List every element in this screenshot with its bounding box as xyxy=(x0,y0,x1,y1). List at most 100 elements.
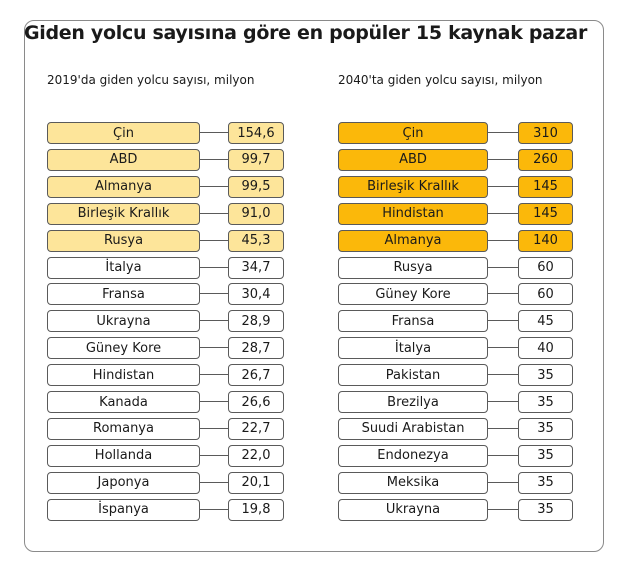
table-row: Almanya 140 xyxy=(338,229,573,252)
table-row: Japonya 20,1 xyxy=(47,471,284,494)
value-label: 28,7 xyxy=(228,337,284,360)
chart-title: Giden yolcu sayısına göre en popüler 15 … xyxy=(24,22,588,44)
country-label: Endonezya xyxy=(338,444,488,467)
country-label: Japonya xyxy=(47,471,200,494)
row-connector xyxy=(200,132,228,133)
row-connector xyxy=(488,293,518,295)
value-label: 20,1 xyxy=(228,471,284,494)
value-label: 22,7 xyxy=(228,417,284,440)
value-label: 260 xyxy=(518,148,573,171)
panel-2019-title: 2019'da giden yolcu sayısı, milyon xyxy=(47,73,255,87)
value-label: 28,9 xyxy=(228,310,284,333)
table-row: Ukrayna 35 xyxy=(338,498,573,521)
row-connector xyxy=(200,374,228,376)
country-label: Meksika xyxy=(338,471,488,494)
table-row: Birleşik Krallık 145 xyxy=(338,175,573,198)
value-label: 40 xyxy=(518,337,573,360)
value-label: 91,0 xyxy=(228,202,284,225)
country-label: Suudi Arabistan xyxy=(338,417,488,440)
table-row: İtalya 40 xyxy=(338,337,573,360)
value-label: 35 xyxy=(518,364,573,387)
country-label: Güney Kore xyxy=(47,337,200,360)
row-connector xyxy=(488,374,518,376)
table-row: Rusya 60 xyxy=(338,256,573,279)
row-connector xyxy=(488,212,518,214)
country-label: Fransa xyxy=(47,283,200,306)
row-connector xyxy=(488,454,518,456)
table-row: Brezilya 35 xyxy=(338,391,573,413)
value-label: 60 xyxy=(518,283,573,306)
country-label: Hollanda xyxy=(47,444,200,467)
country-label: İspanya xyxy=(47,498,200,521)
table-row: Güney Kore 28,7 xyxy=(47,337,284,360)
value-label: 34,7 xyxy=(228,256,284,279)
value-label: 26,7 xyxy=(228,364,284,387)
row-connector xyxy=(488,427,518,429)
row-connector xyxy=(200,239,228,241)
table-row: ABD 99,7 xyxy=(47,148,284,171)
row-connector xyxy=(200,427,228,429)
table-row: Endonezya 35 xyxy=(338,444,573,467)
country-label: Hindistan xyxy=(338,202,488,225)
row-connector xyxy=(200,347,228,349)
country-label: ABD xyxy=(47,148,200,171)
panel-2040-title: 2040'ta giden yolcu sayısı, milyon xyxy=(338,73,543,87)
row-connector xyxy=(200,320,228,322)
row-connector xyxy=(200,454,228,456)
value-label: 99,7 xyxy=(228,148,284,171)
country-label: Rusya xyxy=(47,229,200,252)
country-label: Romanya xyxy=(47,417,200,440)
value-label: 35 xyxy=(518,444,573,467)
country-label: Fransa xyxy=(338,310,488,333)
table-row: Meksika 35 xyxy=(338,471,573,494)
country-label: Ukrayna xyxy=(47,310,200,333)
table-row: İtalya 34,7 xyxy=(47,256,284,279)
value-label: 35 xyxy=(518,417,573,440)
row-connector xyxy=(200,212,228,214)
country-label: Hindistan xyxy=(47,364,200,387)
value-label: 154,6 xyxy=(228,122,284,144)
value-label: 26,6 xyxy=(228,391,284,413)
row-connector xyxy=(488,481,518,483)
value-label: 19,8 xyxy=(228,498,284,521)
row-connector xyxy=(488,185,518,187)
table-row: Çin 154,6 xyxy=(47,122,284,144)
country-label: Birleşik Krallık xyxy=(338,175,488,198)
table-row: Ukrayna 28,9 xyxy=(47,310,284,333)
table-row: Hindistan 145 xyxy=(338,202,573,225)
country-label: Almanya xyxy=(338,229,488,252)
value-label: 35 xyxy=(518,471,573,494)
row-connector xyxy=(200,185,228,187)
table-row: İspanya 19,8 xyxy=(47,498,284,521)
table-row: ABD 260 xyxy=(338,148,573,171)
table-row: Suudi Arabistan 35 xyxy=(338,417,573,440)
row-connector xyxy=(488,347,518,349)
value-label: 45,3 xyxy=(228,229,284,252)
country-label: İtalya xyxy=(338,337,488,360)
value-label: 35 xyxy=(518,498,573,521)
row-connector xyxy=(488,508,518,510)
table-row: Çin 310 xyxy=(338,122,573,144)
table-row: Güney Kore 60 xyxy=(338,283,573,306)
country-label: İtalya xyxy=(47,256,200,279)
country-label: ABD xyxy=(338,148,488,171)
value-label: 145 xyxy=(518,175,573,198)
country-label: Çin xyxy=(47,122,200,144)
table-row: Almanya 99,5 xyxy=(47,175,284,198)
table-row: Fransa 30,4 xyxy=(47,283,284,306)
country-label: Ukrayna xyxy=(338,498,488,521)
table-row: Hindistan 26,7 xyxy=(47,364,284,387)
value-label: 30,4 xyxy=(228,283,284,306)
row-connector xyxy=(488,401,518,402)
country-label: Kanada xyxy=(47,391,200,413)
row-connector xyxy=(488,266,518,268)
value-label: 45 xyxy=(518,310,573,333)
table-row: Rusya 45,3 xyxy=(47,229,284,252)
table-row: Pakistan 35 xyxy=(338,364,573,387)
table-row: Birleşik Krallık 91,0 xyxy=(47,202,284,225)
country-label: Pakistan xyxy=(338,364,488,387)
country-label: Çin xyxy=(338,122,488,144)
value-label: 310 xyxy=(518,122,573,144)
row-connector xyxy=(200,293,228,295)
country-label: Rusya xyxy=(338,256,488,279)
